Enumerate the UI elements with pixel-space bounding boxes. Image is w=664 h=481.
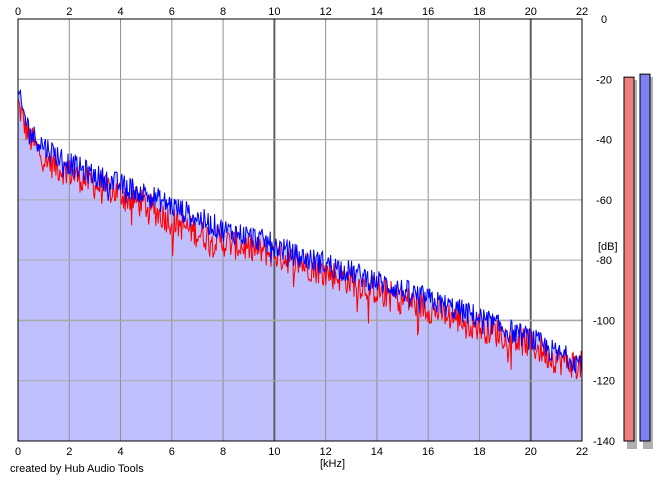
x-tick-label-top: 16: [422, 6, 434, 18]
x-tick-label-bottom: 10: [268, 446, 280, 458]
series-line-2: [17, 88, 583, 375]
x-tick-label-top: 20: [525, 6, 537, 18]
x-tick-label-bottom: 4: [117, 446, 123, 458]
plot-border: [17, 18, 583, 442]
x-tick-label-top: 2: [66, 6, 72, 18]
y-axis-unit-label: [dB]: [598, 241, 618, 253]
x-tick-labels-top: 0 2 4 6 8 10 12 14 16 18 20 22: [15, 6, 588, 18]
footer-credit: created by Hub Audio Tools: [10, 463, 144, 475]
x-tick-label-bottom: 2: [66, 446, 72, 458]
x-tick-label-bottom: 18: [473, 446, 485, 458]
x-tick-label-top: 10: [268, 6, 280, 18]
y-tick-labels: 0 -20 -40 -60 -80 -100 -120 -140: [593, 14, 615, 448]
x-tick-labels-bottom: 0 2 4 6 8 10 12 14 16 18 20 22: [15, 446, 588, 458]
x-tick-label-top: 22: [576, 6, 588, 18]
y-tick-label: -20: [596, 74, 612, 86]
x-tick-label-bottom: 8: [220, 446, 226, 458]
x-tick-label-top: 18: [473, 6, 485, 18]
x-tick-label-top: 6: [169, 6, 175, 18]
x-axis-unit-label: [kHz]: [320, 458, 346, 470]
y-tick-label: -60: [596, 195, 612, 207]
y-tick-label: -120: [593, 376, 615, 388]
x-tick-label-top: 12: [320, 6, 332, 18]
y-tick-label: 0: [601, 14, 607, 26]
x-tick-label-bottom: 16: [422, 446, 434, 458]
x-tick-label-top: 8: [220, 6, 226, 18]
x-tick-label-bottom: 12: [320, 446, 332, 458]
x-tick-label-top: 0: [15, 6, 21, 18]
x-tick-label-bottom: 14: [371, 446, 383, 458]
x-tick-label-bottom: 20: [525, 446, 537, 458]
x-tick-label-bottom: 0: [15, 446, 21, 458]
x-tick-label-top: 14: [371, 6, 383, 18]
y-tick-label: -140: [593, 436, 615, 448]
x-tick-label-top: 4: [117, 6, 123, 18]
y-tick-label: -80: [596, 255, 612, 267]
y-tick-label: -40: [596, 135, 612, 147]
x-tick-label-bottom: 22: [576, 446, 588, 458]
level-meter-bar: [623, 76, 635, 442]
spectrum-series: [17, 88, 583, 380]
x-tick-label-bottom: 6: [169, 446, 175, 458]
y-tick-label: -100: [593, 315, 615, 327]
level-meter-bar: [639, 73, 651, 442]
plot-frame: [17, 18, 583, 442]
level-meters: [623, 73, 653, 450]
